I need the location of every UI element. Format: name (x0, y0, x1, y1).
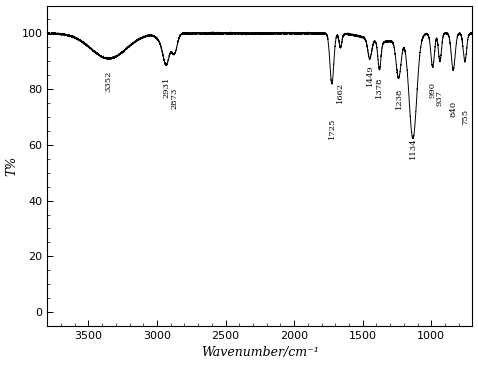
Text: 755: 755 (461, 109, 469, 126)
Text: 1238: 1238 (395, 87, 402, 109)
Text: 1449: 1449 (366, 65, 374, 87)
Text: 990: 990 (429, 81, 437, 97)
Text: 3352: 3352 (105, 70, 113, 92)
Y-axis label: T%: T% (6, 155, 19, 176)
Text: 2931: 2931 (163, 76, 170, 97)
Text: 1725: 1725 (328, 118, 336, 139)
Text: 840: 840 (449, 101, 457, 117)
Text: 1378: 1378 (375, 76, 383, 97)
Text: 2873: 2873 (170, 87, 178, 109)
Text: 937: 937 (436, 90, 444, 106)
X-axis label: Wavenumber/cm⁻¹: Wavenumber/cm⁻¹ (201, 346, 319, 360)
Text: 1134: 1134 (409, 137, 417, 159)
Text: 1662: 1662 (337, 82, 345, 103)
